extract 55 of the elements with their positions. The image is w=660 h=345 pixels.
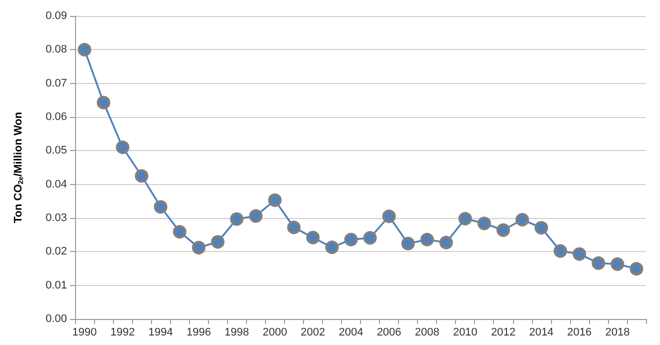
y-tick-label: 0.09 <box>46 10 67 22</box>
point <box>154 200 168 214</box>
x-tick-label: 1994 <box>148 326 173 338</box>
x-tick-label: 2010 <box>452 326 478 338</box>
point <box>96 96 110 110</box>
y-tick-label: 0.05 <box>46 144 67 157</box>
point <box>230 212 244 226</box>
point <box>534 221 548 235</box>
point <box>401 236 415 250</box>
x-tick-label: 2002 <box>300 326 326 338</box>
x-tick-label: 2012 <box>491 326 516 338</box>
point <box>344 232 358 246</box>
point <box>287 220 301 234</box>
y-tick-label: 0.07 <box>46 77 67 90</box>
x-tick-label: 2004 <box>338 326 364 338</box>
y-tick-label: 0.01 <box>46 279 67 292</box>
point <box>249 209 263 223</box>
point <box>325 240 339 254</box>
x-tick-label: 2008 <box>414 326 440 338</box>
y-tick-label: 0.06 <box>46 111 67 123</box>
point <box>516 212 530 226</box>
y-tick-label: 0.04 <box>46 178 67 190</box>
point <box>306 230 320 244</box>
x-tick-label: 2006 <box>376 326 402 338</box>
point <box>211 235 224 249</box>
x-tick-label: 1996 <box>186 326 211 338</box>
x-tick-label: 2014 <box>529 326 554 338</box>
point <box>382 210 396 224</box>
point <box>363 231 377 245</box>
point <box>630 262 644 276</box>
point <box>116 140 130 154</box>
point <box>78 42 92 56</box>
x-tick-label: 2016 <box>567 326 592 338</box>
y-tick-label: 0.02 <box>46 246 67 258</box>
y-tick-label: 0.03 <box>46 212 67 224</box>
point <box>610 257 624 271</box>
y-tick-label: 0.08 <box>46 44 67 56</box>
point <box>572 247 586 261</box>
x-tick-label: 2018 <box>605 326 630 338</box>
x-tick-label: 2000 <box>262 326 288 338</box>
point <box>439 236 453 250</box>
point <box>477 216 491 230</box>
point <box>172 225 186 239</box>
point <box>496 223 510 237</box>
point <box>192 240 206 254</box>
point <box>592 256 606 270</box>
point <box>134 169 148 183</box>
x-tick-label: 1992 <box>110 326 135 338</box>
point <box>420 232 434 246</box>
point <box>554 244 568 258</box>
y-tick-label: 0.00 <box>46 313 67 325</box>
point <box>458 212 472 226</box>
x-tick-label: 1990 <box>72 326 97 338</box>
x-tick-label: 1998 <box>224 326 250 338</box>
point <box>268 193 282 207</box>
